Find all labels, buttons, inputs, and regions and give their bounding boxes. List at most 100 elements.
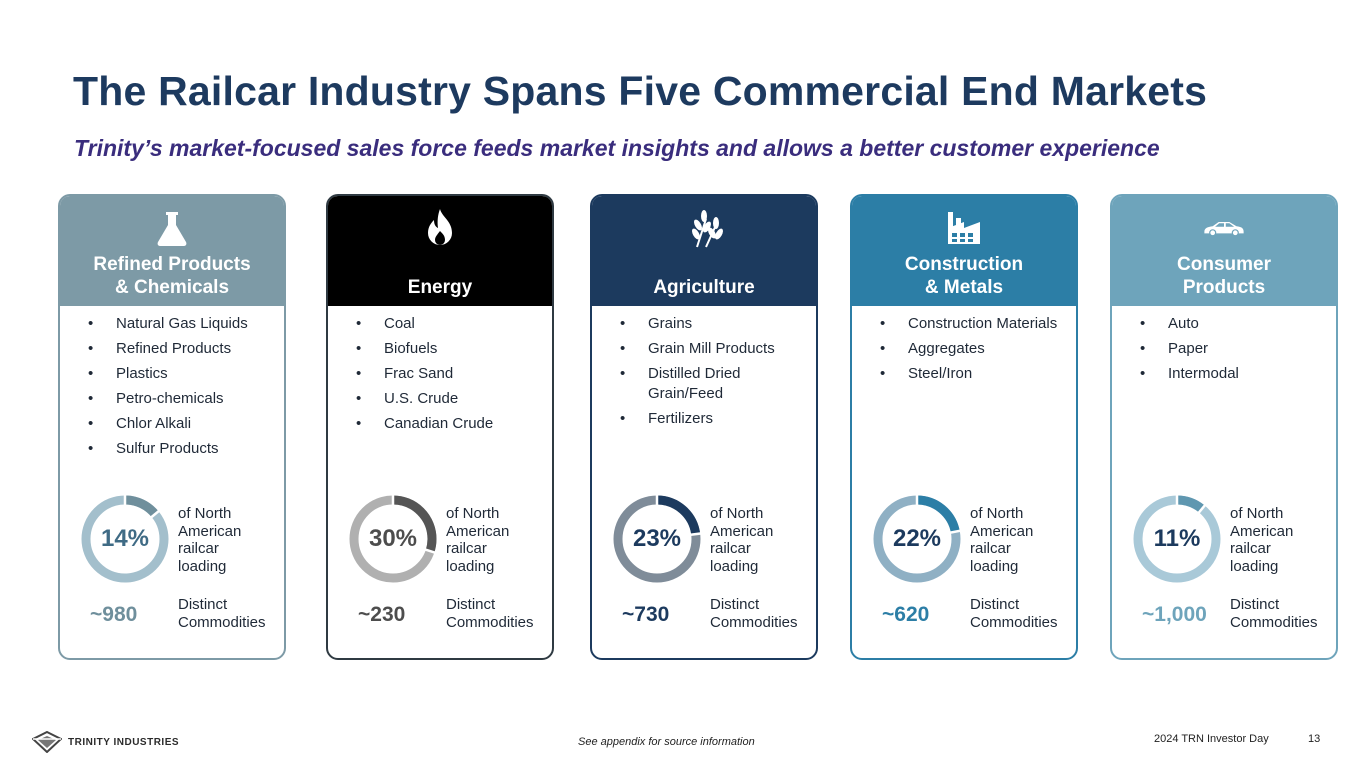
list-item: Fertilizers: [618, 409, 806, 429]
share-donut-chart: [349, 492, 440, 583]
commodity-list: Grains Grain Mill Products Distilled Dried…: [618, 314, 806, 434]
market-card-header: Construction & Metals: [852, 196, 1076, 306]
page-number: 13: [1308, 733, 1321, 745]
source-footnote: See appendix for source information: [578, 736, 755, 748]
commodity-list: Natural Gas Liquids Refined Products Plast…: [86, 314, 274, 464]
market-card-header: Energy: [328, 196, 552, 306]
share-label: of North American railcar loading: [446, 505, 546, 575]
share-label-line: loading: [178, 557, 227, 575]
commodity-count: ~620: [882, 603, 930, 626]
share-donut-chart: [613, 492, 704, 583]
count-label-line: Distinct: [446, 596, 496, 613]
market-title-line: & Metals: [924, 277, 1004, 298]
list-item: Petro-chemicals: [86, 389, 274, 409]
list-item: Intermodal: [1138, 364, 1326, 384]
list-item: Construction Materials: [878, 314, 1066, 334]
share-label: of North American railcar loading: [178, 505, 278, 575]
count-label-line: Distinct: [1230, 596, 1280, 613]
commodity-list: Coal Biofuels Frac Sand U.S. Crude Canadian …: [354, 314, 542, 439]
commodity-count: ~980: [90, 603, 138, 626]
count-label-line: Distinct: [710, 596, 760, 613]
count-label-line: Commodities: [710, 613, 798, 631]
market-card-header: Agriculture: [592, 196, 816, 306]
share-label-line: loading: [446, 557, 495, 575]
market-title-line: Agriculture: [653, 277, 755, 298]
market-title: Agriculture: [592, 276, 816, 299]
market-title-line: & Chemicals: [114, 277, 230, 298]
list-item: Steel/Iron: [878, 364, 1066, 384]
share-label-line: American: [970, 522, 1034, 540]
share-label-line: loading: [970, 557, 1019, 575]
commodity-list: Auto Paper Intermodal: [1138, 314, 1326, 389]
share-percent: 30%: [368, 525, 418, 552]
commodity-count-label: Distinct Commodities: [970, 596, 1076, 631]
commodity-count: ~230: [358, 603, 406, 626]
commodity-count: ~1,000: [1142, 603, 1207, 626]
share-label-line: loading: [1230, 557, 1279, 575]
flask-icon: [150, 208, 194, 248]
market-title-line: Energy: [407, 277, 473, 298]
list-item: Paper: [1138, 339, 1326, 359]
factory-icon: [942, 208, 986, 248]
market-card-header: Consumer Products: [1112, 196, 1336, 306]
commodity-count-label: Distinct Commodities: [1230, 596, 1336, 631]
car-icon: [1202, 208, 1246, 248]
donut-separator: [946, 528, 964, 535]
share-label-line: railcar: [1230, 540, 1271, 557]
share-label-line: American: [178, 522, 242, 540]
market-title: Refined Products & Chemicals: [60, 253, 284, 299]
list-item: Refined Products: [86, 339, 274, 359]
share-label-line: of North: [710, 505, 764, 522]
donut-separator: [147, 507, 163, 521]
wheat-icon: [682, 208, 726, 248]
market-title-line: Refined Products: [93, 254, 251, 275]
page-title: The Railcar Industry Spans Five Commerci…: [73, 68, 1208, 114]
market-card-header: Refined Products & Chemicals: [60, 196, 284, 306]
list-item: Sulfur Products: [86, 439, 274, 459]
share-label-line: railcar: [446, 540, 487, 557]
donut-separator: [686, 531, 704, 537]
share-label-line: of North: [970, 505, 1024, 522]
count-label-line: Distinct: [970, 596, 1020, 613]
market-title-line: Products: [1182, 277, 1266, 298]
commodity-count-label: Distinct Commodities: [446, 596, 552, 631]
share-label-line: railcar: [710, 540, 751, 557]
share-percent: 14%: [100, 525, 150, 552]
share-label-line: of North: [178, 505, 232, 522]
event-label: 2024 TRN Investor Day: [1154, 733, 1269, 745]
list-item: Distilled Dried Grain/Feed: [618, 364, 806, 404]
share-label-line: of North: [1230, 505, 1284, 522]
share-label-line: American: [446, 522, 510, 540]
share-label: of North American railcar loading: [1230, 505, 1330, 575]
list-item: Aggregates: [878, 339, 1066, 359]
share-donut-chart: [1133, 492, 1221, 583]
list-item: U.S. Crude: [354, 389, 542, 409]
share-percent: 11%: [1153, 525, 1201, 552]
commodity-count-label: Distinct Commodities: [710, 596, 816, 631]
commodity-count: ~730: [622, 603, 670, 626]
share-percent: 23%: [632, 525, 682, 552]
company-name: TRINITY INDUSTRIES: [68, 736, 180, 748]
page-subtitle: Trinity’s market-focused sales force fee…: [74, 135, 1160, 161]
share-label-line: American: [1230, 522, 1294, 540]
count-label-line: Commodities: [970, 613, 1058, 631]
count-label-line: Commodities: [178, 613, 266, 631]
market-title-line: Consumer: [1177, 254, 1271, 275]
share-donut-chart: [81, 492, 169, 583]
donut-separator: [1195, 501, 1209, 517]
market-title: Energy: [328, 276, 552, 299]
market-card: Agriculture Grains Grain Mill Products Dist…: [590, 194, 818, 660]
market-card: Construction& Metals Construction Materia…: [850, 194, 1078, 660]
list-item: Coal: [354, 314, 542, 334]
list-item: Grains: [618, 314, 806, 334]
market-title: Consumer Products: [1112, 253, 1336, 299]
share-label-line: loading: [710, 557, 759, 575]
share-label-line: railcar: [970, 540, 1011, 557]
commodity-list: Construction Materials Aggregates Steel/Ir…: [878, 314, 1066, 389]
share-label: of North American railcar loading: [970, 505, 1070, 575]
count-label-line: Distinct: [178, 596, 228, 613]
market-title-line: Construction: [904, 254, 1024, 275]
share-label: of North American railcar loading: [710, 505, 810, 575]
count-label-line: Commodities: [446, 613, 534, 631]
